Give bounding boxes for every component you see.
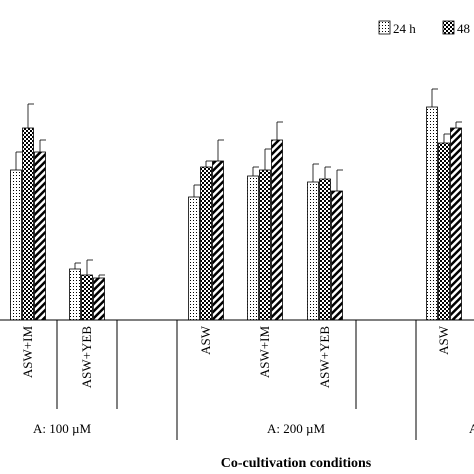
bar [319, 178, 331, 321]
error-bars-layer [15, 88, 462, 278]
bar [188, 196, 200, 321]
bar [81, 274, 93, 321]
category-label: ASW+YEB [79, 326, 94, 389]
legend-label-48: 48 [457, 21, 470, 36]
bar [426, 106, 438, 321]
group-label-200: A: 200 µM [267, 421, 325, 436]
legend-swatch-24h [378, 20, 391, 35]
bar [93, 277, 105, 321]
bar [247, 175, 259, 321]
bar [200, 166, 212, 321]
legend-swatch-48 [442, 20, 455, 35]
x-axis-ticks [56, 320, 357, 409]
bar [450, 127, 462, 321]
legend: 24 h 48 [378, 20, 470, 36]
bar [10, 169, 22, 321]
category-label: ASW+YEB [317, 326, 332, 389]
bar [271, 139, 283, 321]
bar [212, 160, 224, 321]
bar [34, 151, 46, 321]
group-label-cutoff: A [469, 421, 474, 436]
legend-label-24h: 24 h [393, 21, 416, 36]
x-axis-title: Co-cultivation conditions [221, 456, 372, 471]
category-labels: ASW+IM ASW+YEB ASW ASW+IM ASW+YEB ASW [20, 325, 451, 388]
category-label: ASW [198, 325, 213, 355]
bar [22, 127, 34, 321]
bars-layer [10, 106, 462, 321]
category-label: ASW+IM [20, 326, 35, 379]
category-label: ASW+IM [257, 326, 272, 379]
group-label-100: A: 100 µM [33, 421, 91, 436]
bar [259, 169, 271, 321]
bar [307, 181, 319, 321]
bar [69, 268, 81, 321]
bar [438, 142, 450, 321]
bar [331, 190, 343, 321]
category-label: ASW [436, 325, 451, 355]
